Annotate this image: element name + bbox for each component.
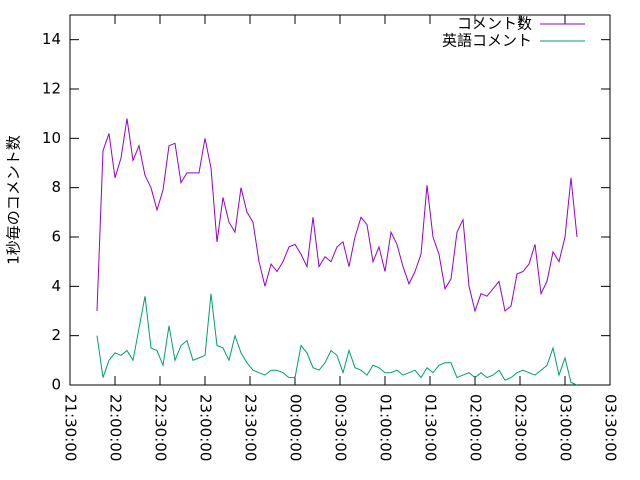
x-tick-label: 03:00:00 bbox=[557, 394, 575, 461]
y-tick-label: 14 bbox=[42, 30, 61, 48]
x-tick-label: 01:30:00 bbox=[422, 394, 440, 461]
y-tick-label: 8 bbox=[51, 178, 61, 196]
x-tick-label: 23:00:00 bbox=[197, 394, 215, 461]
x-tick-label: 00:00:00 bbox=[287, 394, 305, 461]
x-tick-label: 21:30:00 bbox=[62, 394, 80, 461]
x-tick-label: 02:30:00 bbox=[512, 394, 530, 461]
legend-label: 英語コメント bbox=[442, 32, 532, 50]
y-tick-label: 4 bbox=[51, 277, 61, 295]
y-tick-label: 2 bbox=[51, 326, 61, 344]
x-tick-label: 22:00:00 bbox=[107, 394, 125, 461]
y-tick-label: 0 bbox=[51, 376, 61, 394]
x-tick-label: 01:00:00 bbox=[377, 394, 395, 461]
x-tick-label: 22:30:00 bbox=[152, 394, 170, 461]
series-line bbox=[96, 118, 578, 313]
x-tick-label: 02:00:00 bbox=[467, 394, 485, 461]
y-tick-label: 10 bbox=[42, 129, 61, 147]
y-tick-label: 6 bbox=[51, 228, 61, 246]
y-tick-label: 12 bbox=[42, 80, 61, 98]
series-line bbox=[96, 293, 578, 386]
legend-label: コメント数 bbox=[457, 15, 532, 33]
x-tick-label: 00:30:00 bbox=[332, 394, 350, 461]
x-tick-label: 23:30:00 bbox=[242, 394, 260, 461]
y-axis-label: 1秒毎のコメント数 bbox=[5, 135, 23, 265]
plot-border bbox=[69, 14, 611, 386]
x-tick-label: 03:30:00 bbox=[602, 394, 620, 461]
